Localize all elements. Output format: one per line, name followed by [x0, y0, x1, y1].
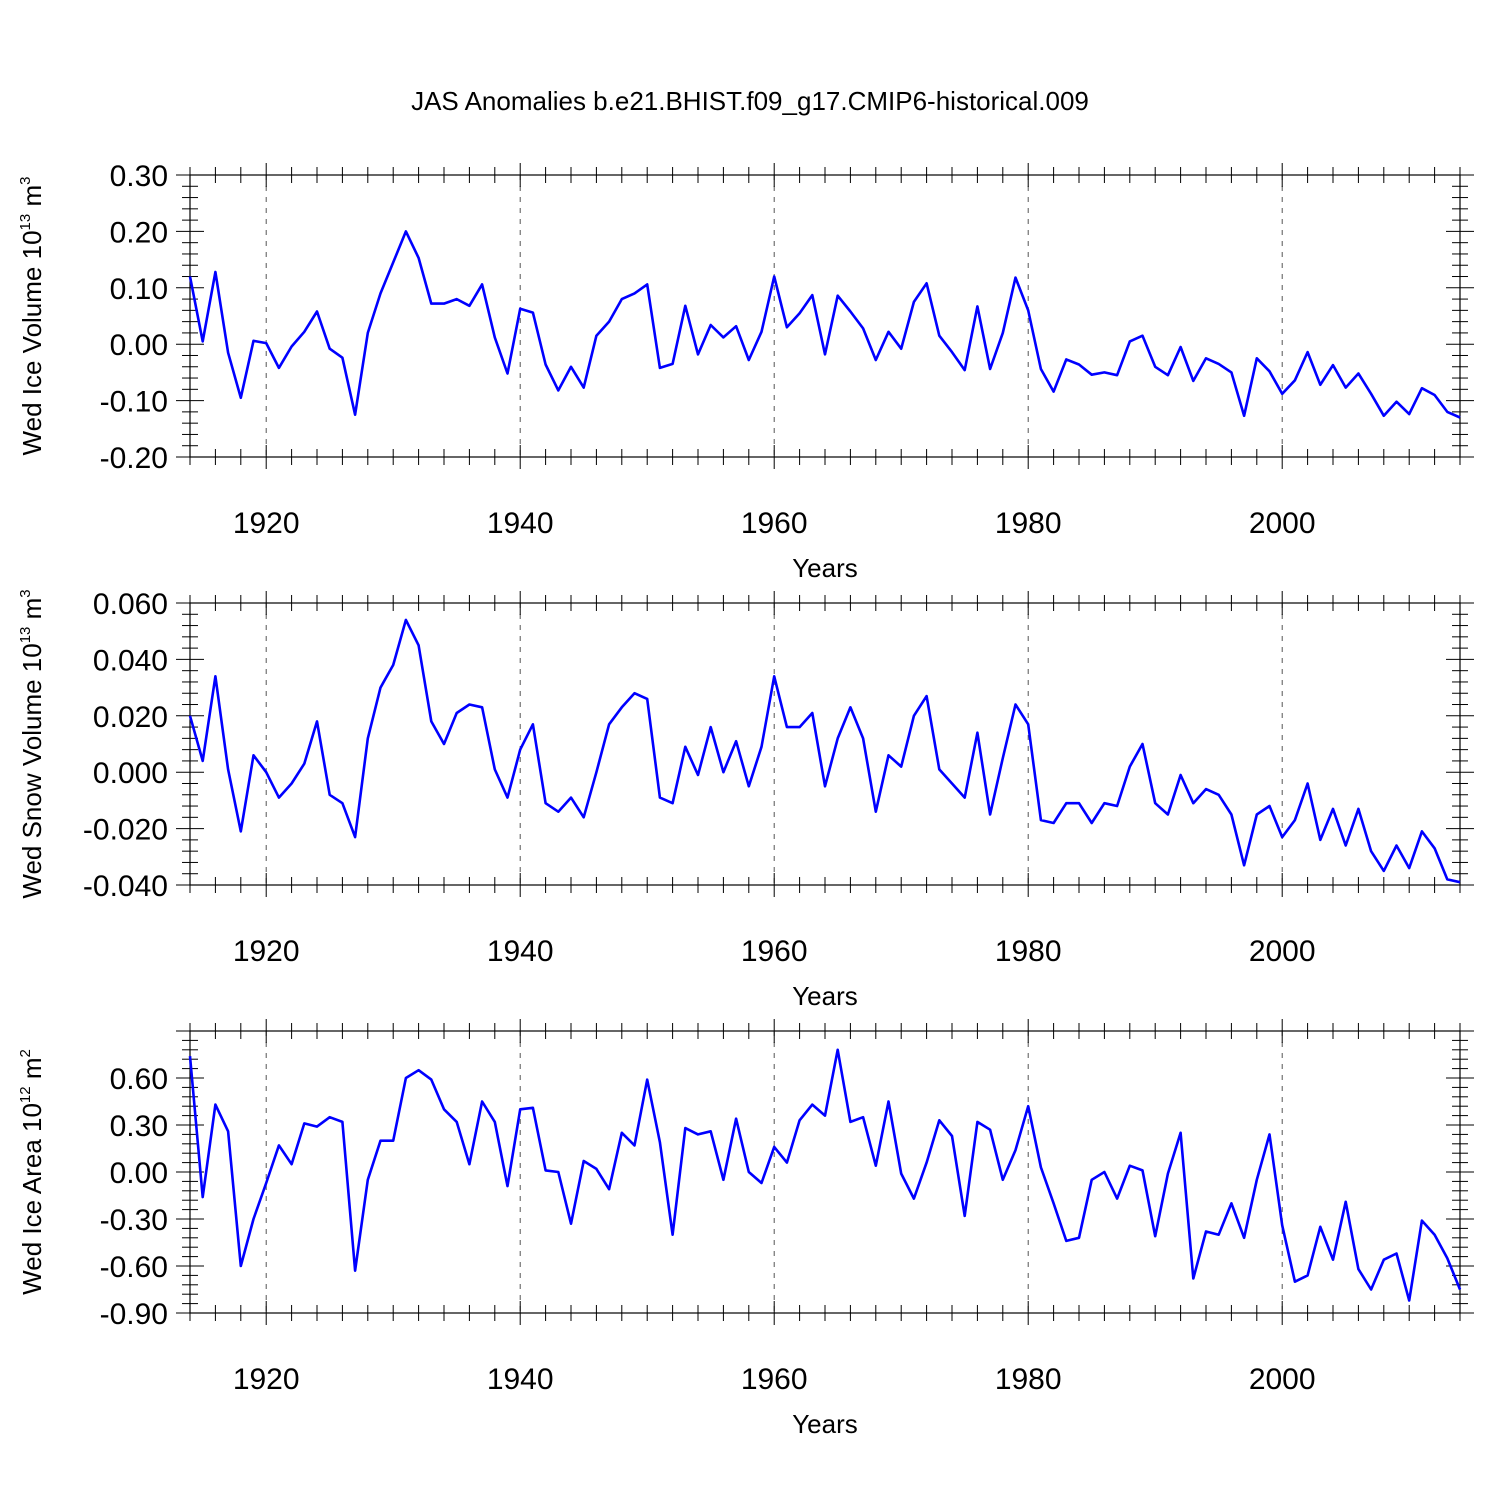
- y-tick-label: -0.040: [83, 870, 168, 903]
- x-tick-label: 2000: [1249, 1363, 1316, 1396]
- y-tick-label: 0.00: [110, 1157, 168, 1190]
- series-line: [188, 230, 1461, 419]
- y-axis-label: Wed Ice Area 1012 m2: [17, 1049, 47, 1295]
- y-tick-label: -0.60: [100, 1251, 168, 1284]
- x-tick-label: 1920: [233, 1363, 300, 1396]
- x-tick-label: 1920: [233, 507, 300, 540]
- panel-ice-area: -0.90 -0.60 -0.30 0.00 0.30 0.60 1920 1940 1960 1…: [17, 1019, 1474, 1439]
- panel-snow-volume: -0.040 -0.020 0.000 0.020 0.040 0.060 1920 1940…: [17, 588, 1474, 1011]
- y-tick-label: 0.020: [93, 701, 168, 734]
- x-tick-label: 1980: [995, 1363, 1062, 1396]
- panel-ice-volume: -0.20 -0.10 0.00 0.10 0.20 0.30 1920 1940 1960 19…: [17, 160, 1474, 583]
- x-tick-label: 1960: [741, 935, 808, 968]
- y-axis-label: Wed Snow Volume 1013 m3: [17, 589, 47, 898]
- y-axis-label: Wed Ice Volume 1013 m3: [17, 177, 47, 456]
- series-line: [188, 618, 1461, 884]
- y-tick-label: 0.20: [110, 216, 168, 249]
- x-tick-label: 1920: [233, 935, 300, 968]
- figure-title: JAS Anomalies b.e21.BHIST.f09_g17.CMIP6-…: [411, 86, 1089, 116]
- y-tick-label: 0.60: [110, 1063, 168, 1096]
- y-tick-label: 0.040: [93, 644, 168, 677]
- x-axis-label: Years: [792, 981, 858, 1011]
- y-tick-label: 0.060: [93, 588, 168, 621]
- y-tick-label: -0.90: [100, 1298, 168, 1331]
- y-tick-label: -0.10: [100, 386, 168, 419]
- y-tick-label: -0.20: [100, 442, 168, 475]
- y-tick-label: 0.10: [110, 273, 168, 306]
- x-tick-label: 1940: [487, 507, 554, 540]
- y-tick-label: 0.00: [110, 329, 168, 362]
- x-tick-label: 2000: [1249, 507, 1316, 540]
- plot-frame: [189, 602, 1461, 886]
- x-tick-label: 2000: [1249, 935, 1316, 968]
- plot-frame: [189, 174, 1461, 458]
- y-tick-label: 0.000: [93, 757, 168, 790]
- plot-frame: [189, 1030, 1461, 1314]
- y-tick-label: -0.020: [83, 814, 168, 847]
- y-tick-label: 0.30: [110, 160, 168, 193]
- series-line: [188, 1048, 1462, 1302]
- x-tick-label: 1960: [741, 507, 808, 540]
- x-tick-label: 1960: [741, 1363, 808, 1396]
- x-tick-label: 1980: [995, 935, 1062, 968]
- x-axis-label: Years: [792, 1409, 858, 1439]
- x-axis-label: Years: [792, 553, 858, 583]
- y-tick-label: -0.30: [100, 1204, 168, 1237]
- x-tick-label: 1940: [487, 1363, 554, 1396]
- x-tick-label: 1980: [995, 507, 1062, 540]
- x-tick-label: 1940: [487, 935, 554, 968]
- y-tick-label: 0.30: [110, 1110, 168, 1143]
